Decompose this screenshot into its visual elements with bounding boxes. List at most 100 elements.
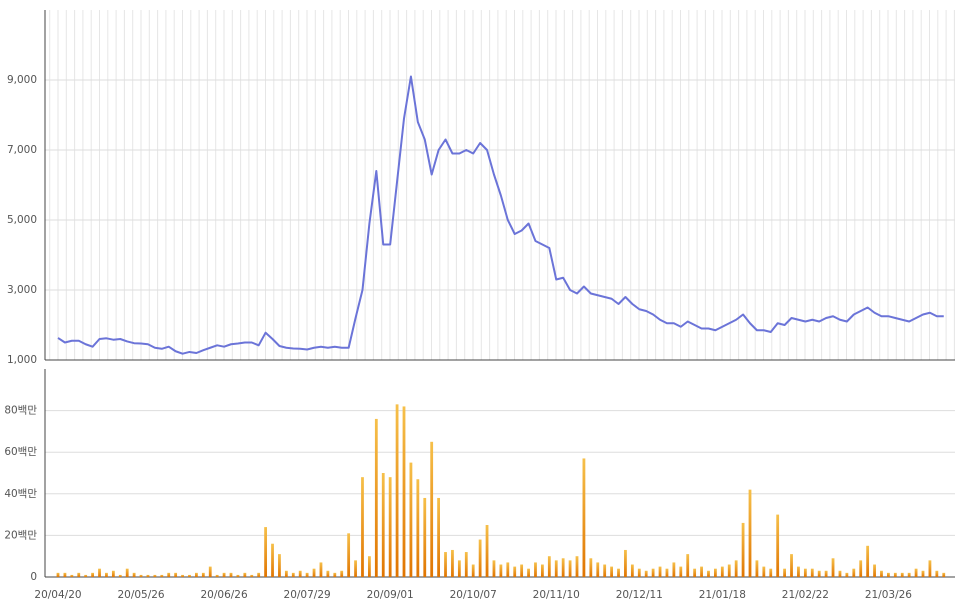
bar bbox=[499, 564, 503, 577]
bar bbox=[714, 568, 717, 577]
bar bbox=[250, 574, 254, 577]
bar bbox=[63, 572, 67, 577]
bar bbox=[374, 418, 378, 577]
y-tick-label: 3,000 bbox=[7, 284, 37, 296]
bar bbox=[298, 570, 302, 577]
bar bbox=[326, 570, 330, 577]
bar bbox=[188, 574, 191, 577]
bar bbox=[368, 556, 371, 577]
bar bbox=[658, 566, 662, 577]
bar bbox=[880, 570, 883, 577]
bar bbox=[284, 570, 288, 577]
bar bbox=[831, 558, 835, 577]
bar bbox=[935, 570, 939, 577]
bar bbox=[56, 572, 60, 577]
bar bbox=[589, 558, 593, 577]
bar bbox=[769, 568, 773, 577]
bar bbox=[291, 572, 295, 577]
bar bbox=[347, 533, 351, 577]
bar bbox=[707, 570, 710, 577]
x-tick-label: 20/07/29 bbox=[284, 589, 331, 601]
bar bbox=[748, 489, 752, 577]
bar bbox=[381, 473, 385, 577]
x-tick-label: 20/09/01 bbox=[367, 589, 414, 601]
bar bbox=[278, 554, 281, 577]
bar bbox=[409, 462, 413, 577]
bar bbox=[693, 568, 697, 577]
bar bbox=[395, 404, 399, 577]
bar bbox=[720, 566, 724, 577]
bar bbox=[354, 560, 357, 577]
bar bbox=[527, 568, 530, 577]
bar bbox=[651, 568, 655, 577]
bar bbox=[582, 458, 586, 577]
bar bbox=[264, 527, 267, 577]
x-tick-label: 21/01/18 bbox=[699, 589, 746, 601]
y-tick-label: 7,000 bbox=[7, 144, 37, 156]
bar bbox=[596, 562, 600, 577]
bar bbox=[451, 549, 454, 577]
bar bbox=[195, 572, 198, 577]
bar bbox=[271, 543, 274, 577]
bar bbox=[444, 552, 447, 577]
bar bbox=[928, 560, 932, 577]
bar bbox=[852, 568, 856, 577]
x-tick-label: 21/03/26 bbox=[865, 589, 912, 601]
bar bbox=[70, 574, 74, 577]
bar bbox=[402, 406, 406, 577]
bar bbox=[312, 568, 316, 577]
bar bbox=[838, 570, 842, 577]
bar bbox=[568, 560, 572, 577]
price-line bbox=[57, 75, 944, 355]
bar bbox=[77, 572, 81, 577]
bar bbox=[91, 572, 94, 577]
bar bbox=[132, 572, 136, 577]
bar bbox=[541, 564, 544, 577]
bar bbox=[790, 554, 793, 577]
x-tick-label: 20/12/11 bbox=[616, 589, 663, 601]
bar bbox=[554, 560, 558, 577]
bar bbox=[921, 570, 925, 577]
vertical-grid bbox=[49, 10, 955, 360]
bar bbox=[672, 562, 676, 577]
bar bbox=[111, 570, 115, 577]
bar bbox=[893, 572, 897, 577]
bar bbox=[887, 572, 890, 577]
y-tick-label: 1,000 bbox=[7, 354, 37, 366]
bar bbox=[644, 570, 648, 577]
bar bbox=[388, 477, 392, 577]
bar bbox=[174, 572, 178, 577]
bar bbox=[181, 574, 184, 577]
bar bbox=[160, 574, 164, 577]
bar bbox=[485, 525, 489, 577]
y-tick-label: 5,000 bbox=[7, 214, 37, 226]
bar bbox=[624, 549, 627, 577]
bar bbox=[637, 568, 641, 577]
bar bbox=[208, 566, 212, 577]
bar bbox=[810, 568, 814, 577]
y-tick-label: 9,000 bbox=[7, 74, 37, 86]
bar bbox=[547, 556, 551, 577]
bar bbox=[797, 566, 800, 577]
bar bbox=[679, 566, 683, 577]
bar bbox=[575, 556, 579, 577]
bar bbox=[506, 562, 510, 577]
bar bbox=[866, 545, 870, 577]
bar bbox=[430, 441, 434, 577]
bar bbox=[513, 566, 517, 577]
bar bbox=[416, 479, 420, 577]
x-tick-label: 20/11/10 bbox=[533, 589, 580, 601]
bar bbox=[118, 574, 122, 577]
bar bbox=[333, 572, 337, 577]
bar bbox=[741, 522, 745, 577]
bar bbox=[236, 574, 240, 577]
y-tick-label: 80백만 bbox=[4, 405, 37, 417]
bar bbox=[783, 568, 786, 577]
bar bbox=[98, 568, 101, 577]
y-tick-label: 60백만 bbox=[4, 446, 37, 458]
bar bbox=[423, 497, 427, 577]
bar bbox=[603, 564, 607, 577]
bar bbox=[942, 572, 946, 577]
bar bbox=[762, 566, 766, 577]
